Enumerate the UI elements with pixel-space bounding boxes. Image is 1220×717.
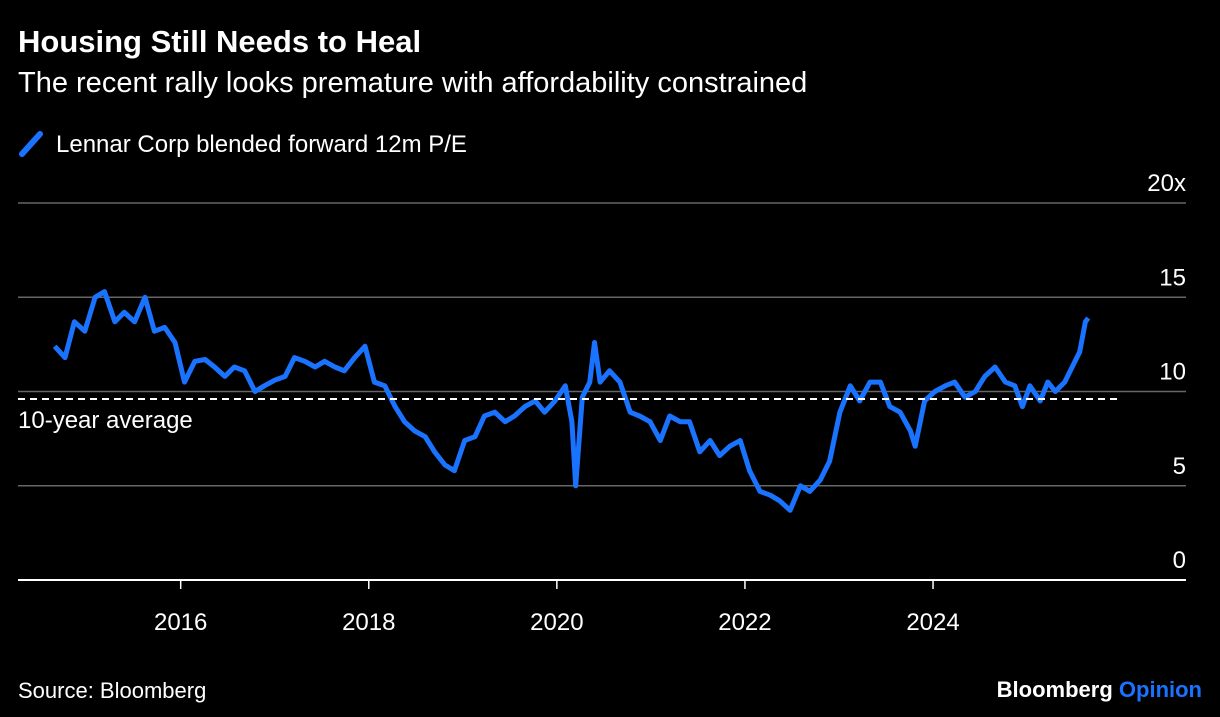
chart-subtitle: The recent rally looks premature with af… (18, 67, 807, 99)
y-tick-label: 0 (1173, 547, 1186, 574)
chart-title: Housing Still Needs to Heal (18, 24, 421, 59)
brand-suffix: Opinion (1119, 677, 1202, 702)
legend-label: Lennar Corp blended forward 12m P/E (56, 131, 467, 158)
legend-swatch (19, 131, 43, 157)
y-tick-label: 15 (1159, 264, 1186, 291)
x-tick-label: 2016 (154, 609, 207, 636)
data-line (52, 289, 1091, 513)
y-tick-label: 10 (1159, 359, 1186, 386)
average-label: 10-year average (18, 407, 193, 434)
x-tick-label: 2022 (718, 609, 771, 636)
brand-logo: Bloomberg Opinion (997, 677, 1202, 702)
brand-name: Bloomberg (997, 677, 1113, 702)
x-tick-label: 2020 (530, 609, 583, 636)
y-tick-label: 20x (1147, 170, 1186, 197)
y-tick-label: 5 (1173, 453, 1186, 480)
x-tick-label: 2018 (342, 609, 395, 636)
x-tick-label: 2024 (906, 609, 959, 636)
source-note: Source: Bloomberg (18, 678, 206, 703)
